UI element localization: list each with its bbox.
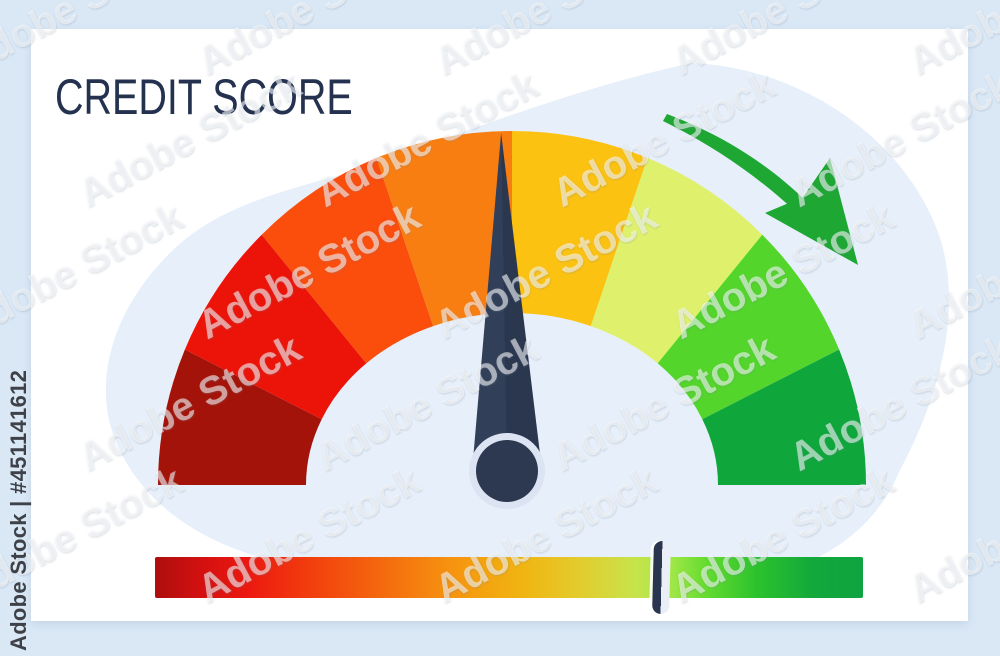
needle-pivot-center: [476, 440, 538, 502]
trend-arrow-head: [765, 158, 858, 265]
gauge-arc: [157, 130, 866, 485]
trend-arrow-icon: [663, 114, 858, 265]
gauge-segment-light-green: [657, 234, 840, 420]
score-slider-handle: [651, 540, 671, 615]
gauge-segment-green: [702, 349, 866, 485]
gauge-segment-red: [184, 234, 367, 420]
trend-arrow-tail: [663, 114, 806, 211]
needle-pointer: [472, 133, 542, 472]
gauge-segment-amber: [512, 130, 648, 327]
gauge-segment-dark-red: [157, 349, 322, 485]
stock-id-label: Adobe Stock | #451141612: [6, 369, 31, 651]
gauge-segment-orange-red: [261, 157, 434, 364]
gauge-segment-orange: [376, 130, 512, 327]
gauge-segment-yellow-green: [590, 157, 763, 364]
gauge-needle: [469, 133, 545, 509]
page-title: CREDIT SCORE: [55, 69, 353, 125]
score-gradient-bar: [155, 557, 863, 598]
